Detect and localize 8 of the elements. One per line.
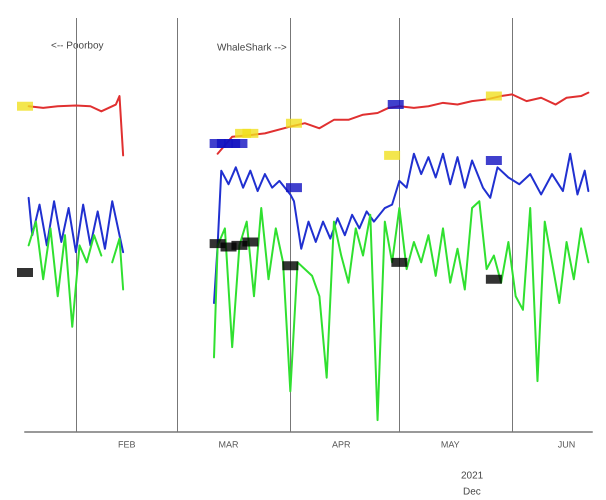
x-tick-label: JUN [558,440,576,450]
text: Dec [463,486,481,498]
x-tick-label: MAY [440,440,460,450]
x-tick-label: APR [332,440,351,450]
x-tick-label: MAR [218,440,240,450]
text: WhaleShark --> [217,42,287,54]
text: 2021 [461,470,484,482]
x-tick-label: FEB [118,440,136,450]
